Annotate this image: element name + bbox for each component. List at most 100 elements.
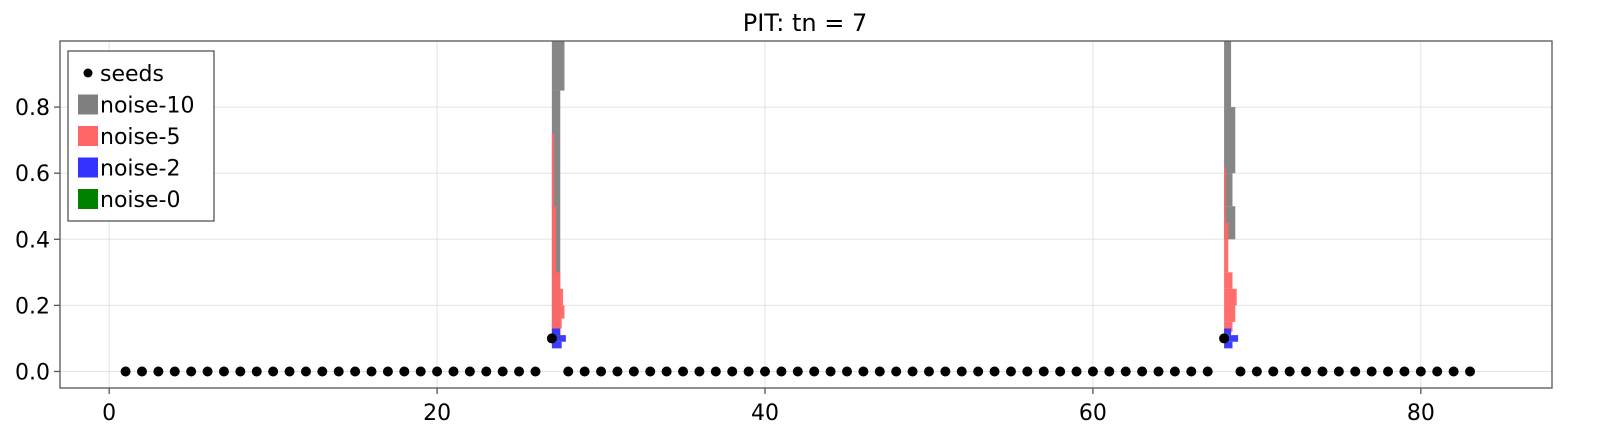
legend-label-noise-2: noise-2	[100, 157, 180, 182]
noise-5-hist-bin	[1224, 288, 1237, 306]
seed-point	[1022, 366, 1033, 377]
x-tick-label: 80	[1407, 401, 1435, 426]
seed-point	[628, 366, 639, 377]
y-tick-label: 0.8	[15, 96, 50, 121]
tick-layer: 0 20 40 60 80 0.0 0.2 0.4 0.6 0.8	[15, 96, 1435, 426]
seed-point	[432, 366, 443, 377]
seed-point	[1317, 366, 1328, 377]
legend-marker-seeds	[83, 68, 93, 78]
noise-5-hist-bin	[1224, 305, 1236, 322]
seed-point	[464, 366, 475, 377]
grid-layer	[60, 41, 1552, 388]
seed-point	[841, 366, 852, 377]
seed-point	[1399, 366, 1410, 377]
seed-point	[1448, 366, 1459, 377]
seed-point	[136, 366, 147, 377]
seed-point	[1137, 366, 1148, 377]
noise-2-hist-bin	[551, 341, 562, 349]
seed-point	[1415, 366, 1426, 377]
y-tick-label: 0.6	[15, 162, 50, 187]
y-tick-label: 0.4	[15, 228, 50, 253]
noise-10-hist-bin	[1224, 107, 1236, 174]
noise-5-hist-bin	[551, 288, 564, 306]
seed-point	[268, 366, 279, 377]
noise-5-hist-bin	[551, 206, 557, 273]
noise-2-hist-bin	[1224, 328, 1232, 336]
seed-point	[497, 366, 508, 377]
noise-5-hist-bin	[1224, 272, 1233, 289]
seed-point	[530, 366, 541, 377]
seed-point	[202, 366, 213, 377]
seed-point	[563, 366, 574, 377]
seed-point	[1284, 366, 1295, 377]
x-tick-label: 40	[751, 401, 779, 426]
seed-point	[645, 366, 656, 377]
seed-point	[661, 366, 672, 377]
seed-point	[235, 366, 246, 377]
noise-5-hist-bin	[1224, 222, 1229, 273]
seed-point	[333, 366, 344, 377]
noise-10-hist-bin	[1224, 173, 1233, 207]
seed-point	[678, 366, 689, 377]
seed-point	[989, 366, 1000, 377]
data-layer	[120, 41, 1476, 377]
seed-point	[120, 366, 131, 377]
seed-point	[382, 366, 393, 377]
seed-point	[743, 366, 754, 377]
seed-point	[1333, 366, 1344, 377]
noise-10-hist-bin	[1224, 206, 1236, 240]
seed-point	[1383, 366, 1394, 377]
seed-point	[1432, 366, 1443, 377]
y-tick-label: 0.0	[15, 360, 50, 385]
seed-point	[973, 366, 984, 377]
seed-point	[1153, 366, 1164, 377]
legend-label-noise-10: noise-10	[100, 94, 194, 119]
seed-point	[596, 366, 607, 377]
seed-point	[1169, 366, 1180, 377]
legend-marker-noise-10	[78, 94, 98, 115]
legend-marker-noise-2	[78, 157, 98, 178]
noise-2-hist-bin	[1224, 341, 1233, 349]
seed-point	[251, 366, 262, 377]
seed-point	[940, 366, 951, 377]
seed-point	[366, 366, 377, 377]
y-tick-label: 0.2	[15, 294, 50, 319]
seed-point	[317, 366, 328, 377]
seed-point-elevated	[546, 333, 557, 344]
x-tick-label: 0	[102, 401, 116, 426]
seed-point	[1186, 366, 1197, 377]
seed-point	[579, 366, 590, 377]
seed-point	[1038, 366, 1049, 377]
noise-2-hist-bin	[1224, 335, 1239, 342]
seed-point	[956, 366, 967, 377]
seed-point	[923, 366, 934, 377]
noise-5-hist-bin	[1224, 321, 1233, 332]
seed-point	[169, 366, 180, 377]
seed-point	[481, 366, 492, 377]
seed-point	[1120, 366, 1131, 377]
noise-5-hist-bin	[1224, 166, 1226, 223]
seed-point	[1465, 366, 1476, 377]
x-tick-label: 60	[1079, 401, 1107, 426]
seed-point	[448, 366, 459, 377]
legend-marker-noise-0	[78, 189, 98, 209]
seed-point-elevated	[1219, 333, 1230, 344]
legend-label-noise-5: noise-5	[100, 125, 180, 150]
seed-point	[1301, 366, 1312, 377]
seed-point	[350, 366, 361, 377]
x-tick-label: 20	[423, 401, 451, 426]
noise-10-hist-bin	[1224, 41, 1232, 108]
seed-point	[300, 366, 311, 377]
seed-point	[710, 366, 721, 377]
noise-5-hist-bin	[551, 133, 554, 207]
noise-5-hist-bin	[551, 305, 565, 319]
seed-point	[1202, 366, 1213, 377]
seed-point	[776, 366, 787, 377]
noise-10-hist-bin	[551, 41, 565, 91]
seed-point	[514, 366, 525, 377]
seed-point	[1235, 366, 1246, 377]
seed-point	[1268, 366, 1279, 377]
seed-point	[1251, 366, 1262, 377]
